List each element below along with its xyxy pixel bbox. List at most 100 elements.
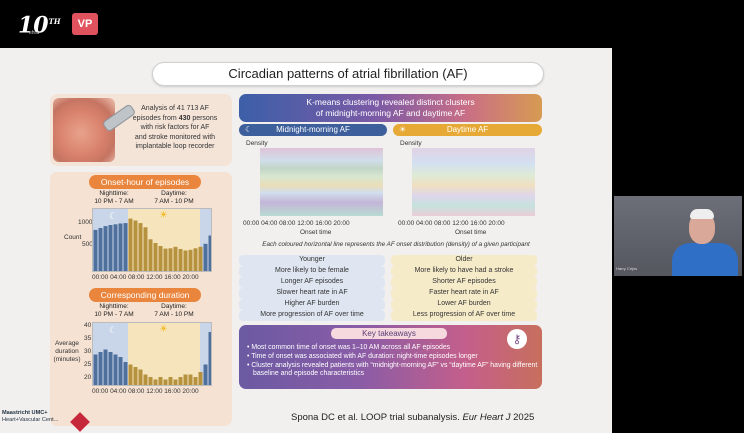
duration-night-range: 10 PM - 7 AM (94, 311, 134, 318)
bar-hour-12 (153, 243, 158, 271)
bar-hour-00 (93, 229, 98, 271)
bar-hour-17 (178, 377, 183, 385)
onset-ytick-500: 500 (82, 241, 93, 248)
heart-illustration (53, 98, 115, 162)
bar-hour-21 (198, 246, 203, 271)
bar-hour-14 (163, 379, 168, 385)
key-icon: ⚷ (507, 329, 527, 349)
intro-text: Analysis of 41 713 AF episodes from 430 … (120, 104, 230, 152)
older-item: Less progression of AF over time (391, 310, 537, 321)
slide-title: Circadian patterns of atrial fibrillatio… (152, 62, 544, 86)
maastricht-logo: Maastricht UMC+ Heart+Vascular Cent... (0, 410, 86, 433)
speaker-hair (690, 209, 714, 219)
midnight-xticks: 00:00 04:00 08:00 12:00 16:00 20:00 (243, 220, 350, 227)
onset-day-title: Daytime: (161, 190, 187, 197)
younger-item: Slower heart rate in AF (239, 288, 385, 299)
tab-daytime: ☀ Daytime AF (393, 124, 542, 136)
daytime-xticks: 00:00 04:00 08:00 12:00 16:00 20:00 (398, 220, 505, 227)
bar-hour-02 (103, 226, 108, 271)
midnight-density-plot (260, 148, 383, 216)
duration-ylabel-1: Average (54, 340, 80, 347)
younger-item: Higher AF burden (239, 299, 385, 310)
bar-hour-08 (133, 367, 138, 385)
intro-line-4: and stroke monitored with (134, 133, 216, 141)
key-takeaways-list: • Most common time of onset was 1–10 AM … (247, 344, 539, 379)
bar-hour-10 (143, 227, 148, 271)
density-label-day: Density (400, 140, 422, 147)
bar-hour-03 (108, 352, 113, 385)
bar-hour-02 (103, 349, 108, 385)
sun-icon: ☀ (159, 210, 168, 221)
midnight-onset-label: Onset time (300, 229, 332, 236)
bar-hour-04 (113, 224, 118, 271)
intro-count: 430 (178, 114, 191, 122)
logo-number: 10 (18, 12, 49, 39)
younger-list: Younger More likely to be female Longer … (239, 255, 385, 322)
citation-text: Spona DC et al. LOOP trial subanalysis. (291, 412, 463, 423)
speaker-name: Harry Crijns (616, 266, 638, 271)
bar-hour-01 (98, 352, 103, 385)
duration-day-label: Daytime: 7 AM - 10 PM (146, 303, 202, 319)
bar-hour-11 (148, 377, 153, 385)
duration-ytick-30: 30 (84, 348, 92, 355)
bar-hour-08 (133, 220, 138, 271)
bar-hour-22 (203, 364, 208, 385)
bar-hour-06 (123, 223, 128, 271)
duration-night-label: Nighttime: 10 PM - 7 AM (92, 303, 136, 319)
intro-line-2-post: persons (190, 114, 218, 122)
bar-hour-19 (188, 374, 193, 385)
duration-ylabel-2: duration (55, 348, 79, 355)
onset-night-shade-late (200, 209, 211, 271)
bar-hour-10 (143, 374, 148, 385)
bar-hour-09 (138, 223, 143, 271)
moon-icon: ☾ (109, 325, 118, 335)
duration-ytick-40: 40 (84, 322, 92, 329)
daytime-density-plot (412, 148, 535, 216)
bar-hour-20 (193, 377, 198, 385)
bar-hour-09 (138, 369, 143, 385)
clusters-heading-line-1: K-means clustering revealed distinct clu… (306, 97, 475, 107)
bar-hour-05 (118, 223, 123, 271)
bar-hour-22 (203, 243, 208, 271)
tab-day-label: Daytime AF (446, 125, 489, 134)
onset-header: Onset-hour of episodes (89, 175, 201, 189)
younger-item: More progression of AF over time (239, 310, 385, 321)
speaker-webcam: Harry Crijns (614, 196, 742, 276)
bar-hour-01 (98, 228, 103, 271)
sun-icon: ☀ (159, 324, 168, 335)
bar-hour-20 (193, 248, 198, 271)
duration-ylabel-3: (minutes) (53, 356, 81, 363)
left-charts-panel: Onset-hour of episodes Nighttime: 10 PM … (50, 172, 232, 426)
duration-night-shade-late (200, 323, 211, 385)
bar-hour-07 (128, 364, 133, 385)
sun-icon: ☀ (399, 125, 407, 134)
bar-hour-18 (183, 374, 188, 385)
onset-ylabel: Count (64, 234, 82, 241)
older-item: Older (391, 255, 537, 266)
bar-hour-13 (158, 246, 163, 271)
onset-night-range: 10 PM - 7 AM (94, 198, 134, 205)
presentation-slide: Circadian patterns of atrial fibrillatio… (0, 48, 612, 433)
intro-line-1: Analysis of 41 713 AF (141, 105, 209, 112)
duration-night-title: Nighttime: (99, 303, 129, 310)
daytime-onset-label: Onset time (455, 229, 487, 236)
onset-xticks: 00:00 04:00 08:00 12:00 16:00 20:00 (92, 274, 199, 281)
bar-hour-18 (183, 250, 188, 271)
takeaway-item: • Cluster analysis revealed patients wit… (247, 361, 538, 378)
onset-day-range: 7 AM - 10 PM (154, 198, 194, 205)
younger-item: More likely to be female (239, 266, 385, 277)
bar-hour-15 (168, 248, 173, 271)
intro-line-5: implantable loop recorder (135, 143, 215, 150)
takeaway-item: • Most common time of onset was 1–10 AM … (247, 344, 451, 351)
bar-hour-16 (173, 379, 178, 385)
vp-badge: VP (72, 13, 98, 35)
intro-panel: Analysis of 41 713 AF episodes from 430 … (50, 94, 232, 166)
citation-year: 2025 (510, 412, 535, 423)
onset-ytick-1000: 1000 (78, 219, 93, 226)
footer-logo-line-1: Maastricht UMC+ (2, 410, 48, 416)
top-bar: 10TH ehra VP (0, 0, 744, 48)
conference-logo: 10TH (18, 8, 60, 39)
footer-logo-line-2: Heart+Vascular Cent... (2, 417, 59, 423)
bar-hour-06 (123, 362, 128, 385)
older-item: More likely to have had a stroke (391, 266, 537, 277)
